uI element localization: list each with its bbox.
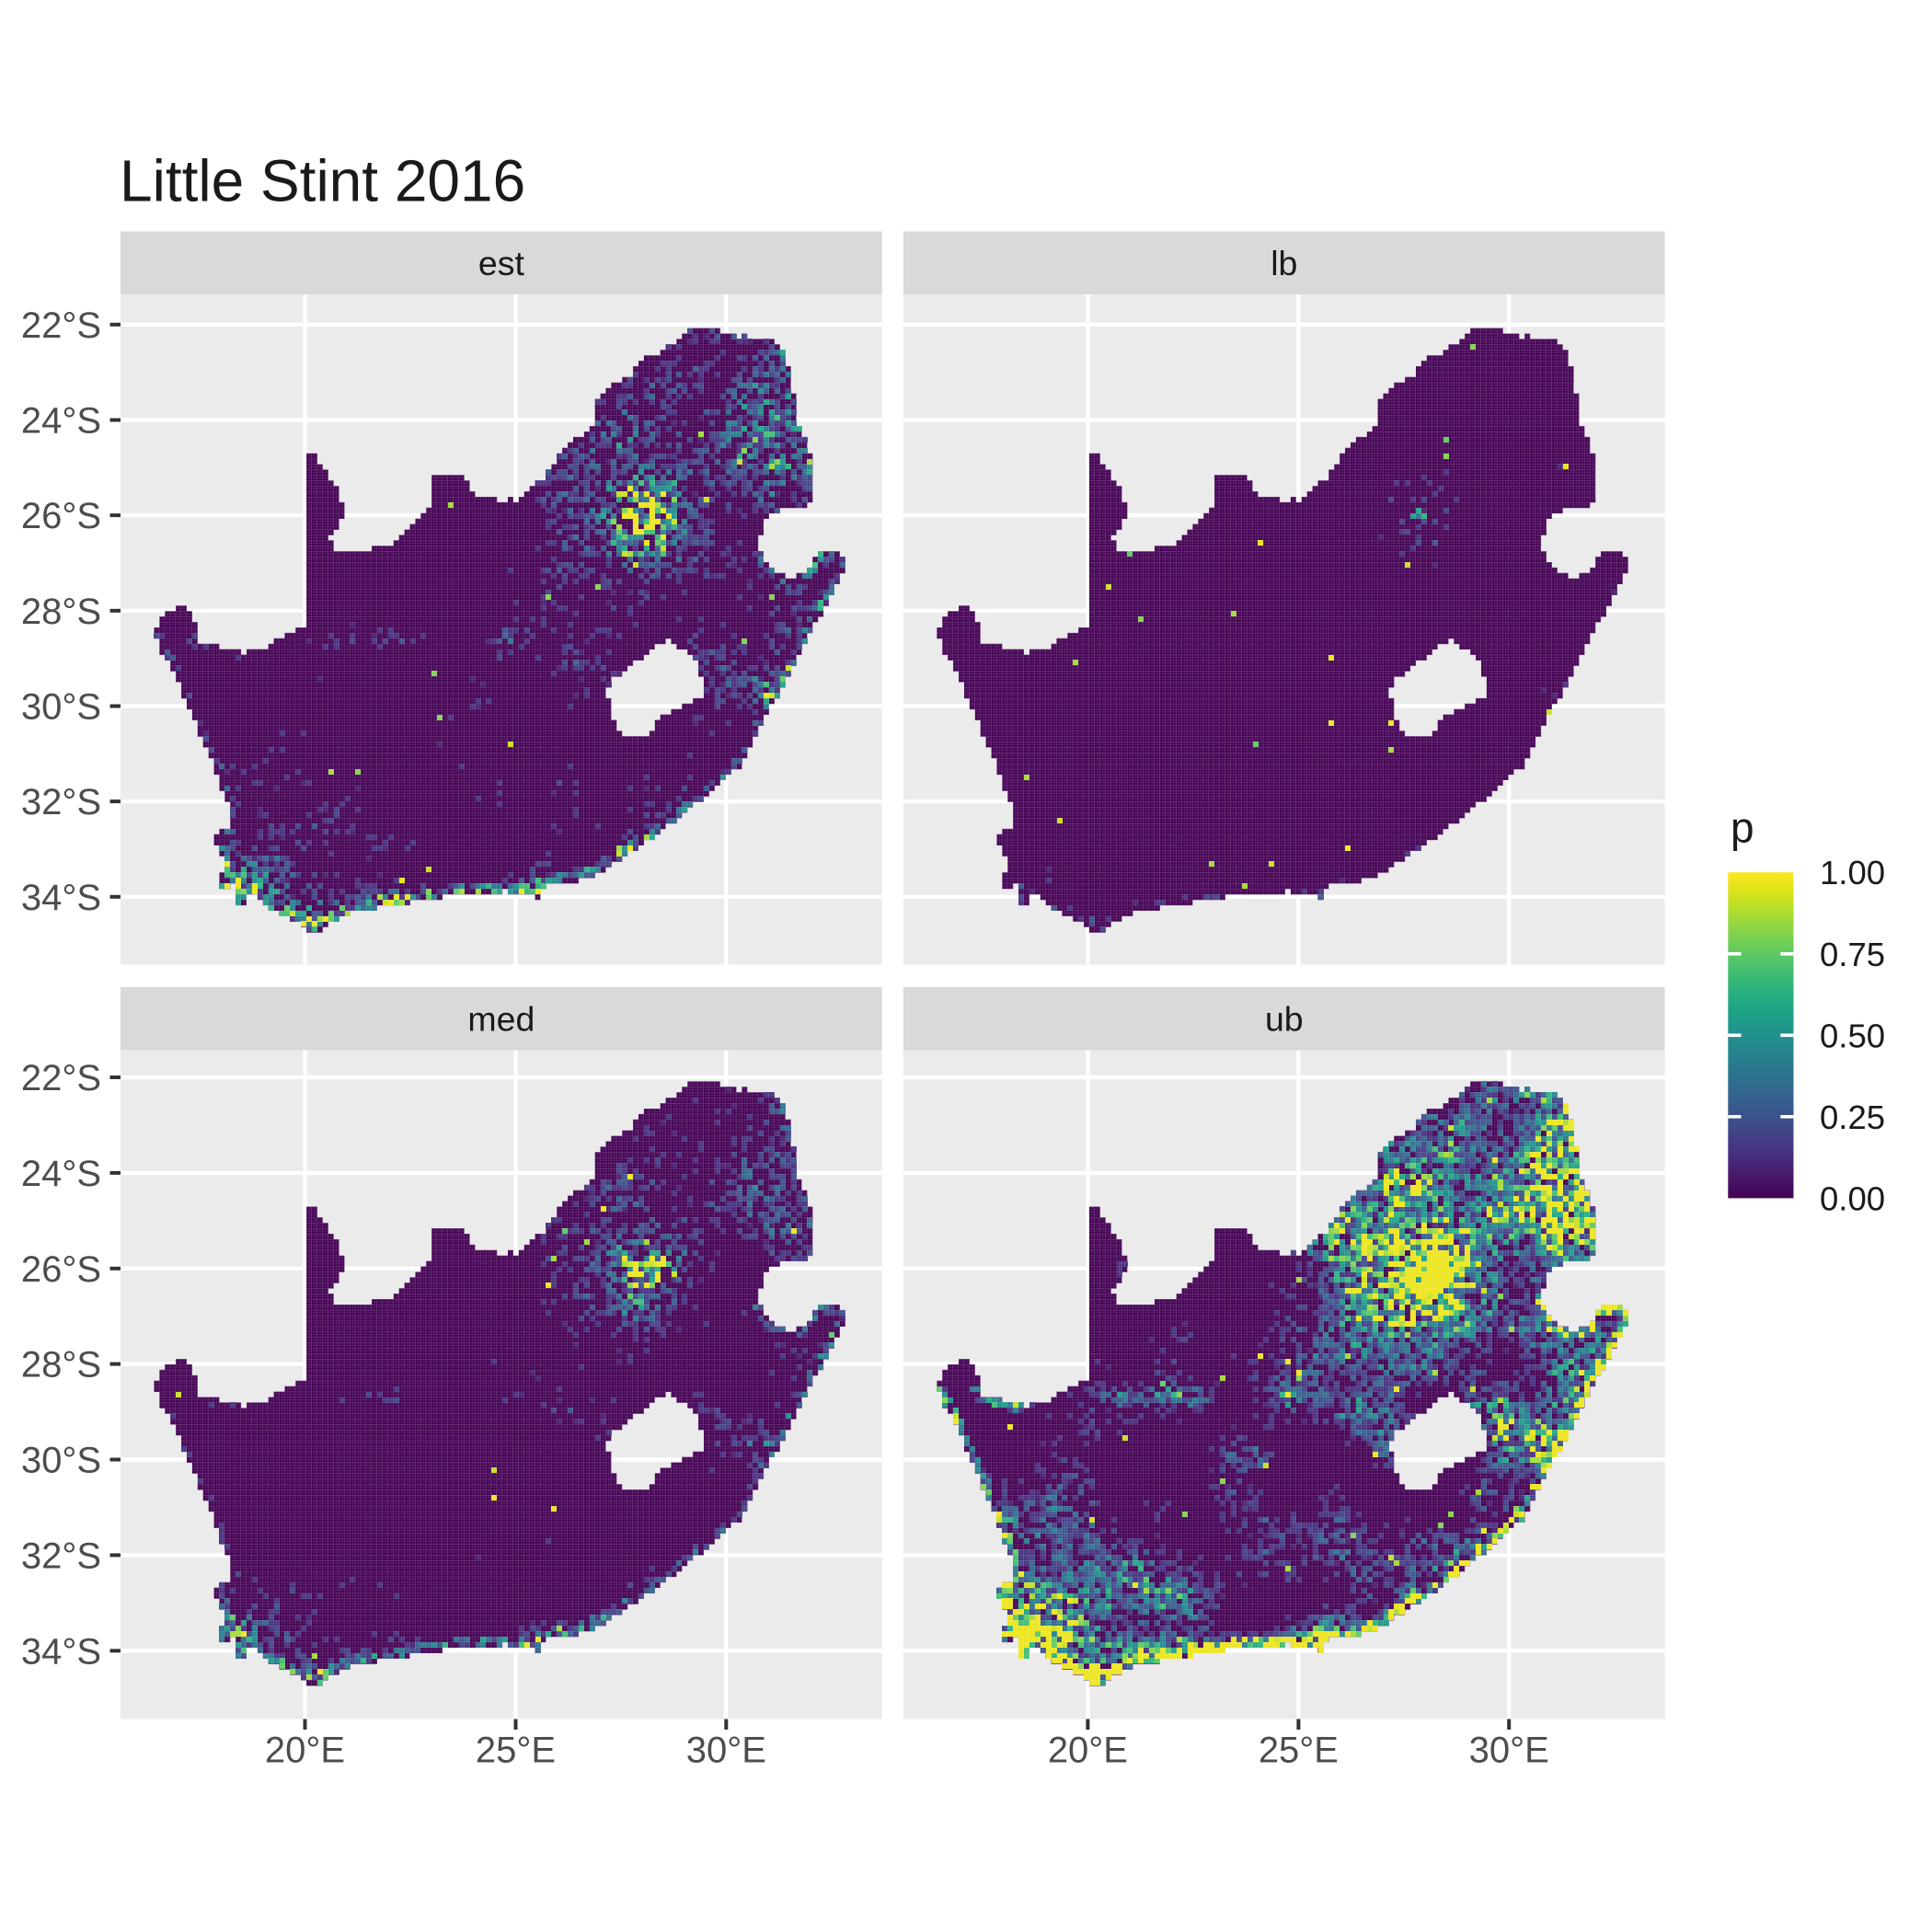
svg-text:24°S: 24°S [21,401,101,442]
svg-text:30°S: 30°S [21,687,101,728]
svg-text:34°S: 34°S [21,878,101,918]
svg-text:0.25: 0.25 [1820,1098,1885,1136]
svg-text:22°S: 22°S [21,1058,101,1098]
svg-text:0.75: 0.75 [1820,936,1885,973]
svg-text:25°E: 25°E [476,1731,556,1771]
svg-text:Little Stint 2016: Little Stint 2016 [120,148,525,214]
svg-text:lb: lb [1271,244,1297,282]
svg-text:20°E: 20°E [1048,1731,1128,1771]
svg-text:med: med [467,1000,535,1039]
svg-text:25°E: 25°E [1259,1731,1339,1771]
svg-text:26°S: 26°S [21,1249,101,1290]
svg-text:1.00: 1.00 [1820,854,1885,891]
svg-text:20°E: 20°E [265,1731,345,1771]
svg-text:32°S: 32°S [21,782,101,822]
svg-text:24°S: 24°S [21,1154,101,1194]
svg-text:0.00: 0.00 [1820,1179,1885,1217]
svg-text:30°E: 30°E [686,1731,766,1771]
svg-text:ub: ub [1265,1000,1304,1039]
svg-text:26°S: 26°S [21,496,101,536]
svg-text:p: p [1731,803,1754,851]
svg-text:34°S: 34°S [21,1631,101,1672]
svg-text:30°S: 30°S [21,1441,101,1481]
svg-text:30°E: 30°E [1469,1731,1549,1771]
svg-text:0.50: 0.50 [1820,1017,1885,1054]
svg-text:28°S: 28°S [21,592,101,632]
svg-text:32°S: 32°S [21,1535,101,1576]
svg-text:22°S: 22°S [21,305,101,346]
svg-text:28°S: 28°S [21,1345,101,1386]
svg-text:est: est [478,244,525,282]
